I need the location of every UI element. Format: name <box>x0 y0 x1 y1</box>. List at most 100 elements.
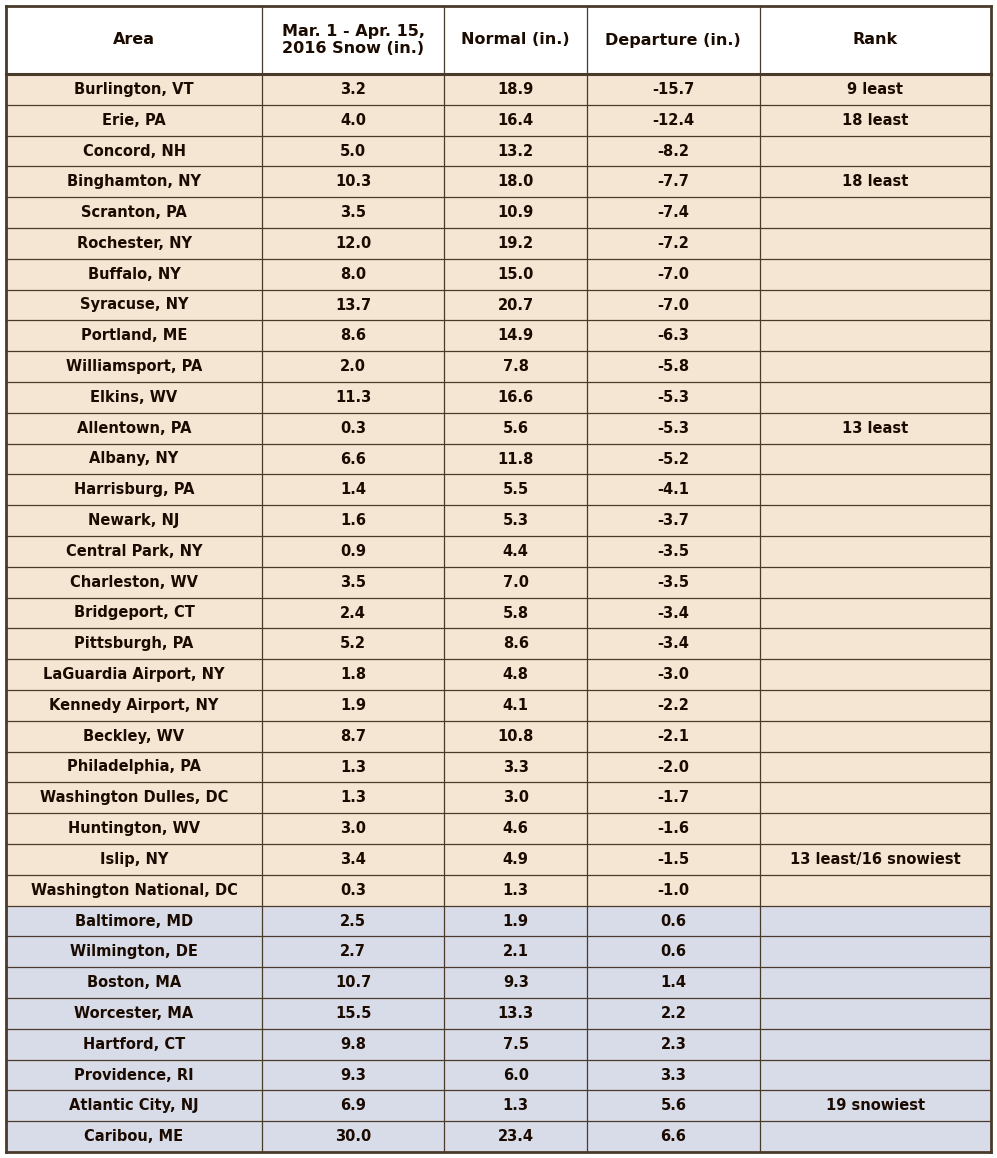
Text: 5.3: 5.3 <box>502 513 528 528</box>
Text: 10.3: 10.3 <box>335 175 371 189</box>
Text: 2.4: 2.4 <box>340 606 366 621</box>
Text: -15.7: -15.7 <box>652 82 695 97</box>
Text: 10.8: 10.8 <box>498 728 534 743</box>
Text: Rochester, NY: Rochester, NY <box>77 236 191 251</box>
Text: -1.5: -1.5 <box>657 852 689 867</box>
Text: 3.3: 3.3 <box>502 760 528 775</box>
Text: 11.8: 11.8 <box>498 452 534 467</box>
Bar <box>6 1060 991 1091</box>
Text: 10.7: 10.7 <box>335 975 371 990</box>
Text: Boston, MA: Boston, MA <box>87 975 181 990</box>
Text: Allentown, PA: Allentown, PA <box>77 420 191 435</box>
Text: Kennedy Airport, NY: Kennedy Airport, NY <box>50 698 218 713</box>
Bar <box>6 844 991 874</box>
Text: -7.0: -7.0 <box>657 298 689 313</box>
Text: 0.3: 0.3 <box>340 882 366 897</box>
Text: 14.9: 14.9 <box>498 329 533 343</box>
Text: 2.1: 2.1 <box>502 944 528 959</box>
Text: 1.4: 1.4 <box>340 482 366 497</box>
Text: 12.0: 12.0 <box>335 236 371 251</box>
Text: -5.8: -5.8 <box>657 359 689 374</box>
Text: -3.4: -3.4 <box>657 636 689 651</box>
Text: Williamsport, PA: Williamsport, PA <box>66 359 202 374</box>
Text: 0.6: 0.6 <box>660 944 686 959</box>
Text: 1.3: 1.3 <box>502 1098 528 1113</box>
Text: Area: Area <box>113 32 156 47</box>
Text: 13.3: 13.3 <box>498 1006 533 1021</box>
Text: Beckley, WV: Beckley, WV <box>84 728 184 743</box>
Bar <box>6 321 991 351</box>
Text: Departure (in.): Departure (in.) <box>605 32 741 47</box>
Text: -4.1: -4.1 <box>657 482 689 497</box>
Text: -8.2: -8.2 <box>657 144 689 159</box>
Text: 3.3: 3.3 <box>660 1068 686 1083</box>
Bar <box>6 412 991 444</box>
Text: -6.3: -6.3 <box>657 329 689 343</box>
Text: 1.4: 1.4 <box>660 975 686 990</box>
Text: 16.4: 16.4 <box>498 112 533 127</box>
Bar <box>6 598 991 629</box>
Bar <box>6 720 991 752</box>
Text: Scranton, PA: Scranton, PA <box>81 205 187 220</box>
Text: 18 least: 18 least <box>842 175 908 189</box>
Text: 8.6: 8.6 <box>502 636 528 651</box>
Text: 5.5: 5.5 <box>502 482 528 497</box>
Text: 4.6: 4.6 <box>502 821 528 836</box>
Text: Baltimore, MD: Baltimore, MD <box>75 914 193 929</box>
Text: 4.4: 4.4 <box>502 544 528 559</box>
Text: 0.3: 0.3 <box>340 420 366 435</box>
Bar <box>6 752 991 783</box>
Text: 3.5: 3.5 <box>340 574 366 589</box>
Text: 9 least: 9 least <box>847 82 903 97</box>
Text: 8.7: 8.7 <box>340 728 366 743</box>
Text: Philadelphia, PA: Philadelphia, PA <box>67 760 201 775</box>
Text: 5.8: 5.8 <box>502 606 528 621</box>
Text: 2.2: 2.2 <box>660 1006 686 1021</box>
Text: 2.5: 2.5 <box>340 914 366 929</box>
Text: 3.2: 3.2 <box>340 82 366 97</box>
Text: Islip, NY: Islip, NY <box>100 852 168 867</box>
Text: 3.0: 3.0 <box>340 821 366 836</box>
Bar <box>6 1028 991 1060</box>
Text: -2.2: -2.2 <box>657 698 689 713</box>
Bar <box>6 167 991 197</box>
Text: 3.4: 3.4 <box>340 852 366 867</box>
Text: Washington National, DC: Washington National, DC <box>31 882 237 897</box>
Text: -5.3: -5.3 <box>657 390 689 405</box>
Text: Elkins, WV: Elkins, WV <box>91 390 177 405</box>
Bar <box>6 444 991 475</box>
Bar <box>6 998 991 1028</box>
Text: 18.0: 18.0 <box>498 175 534 189</box>
Bar <box>6 74 991 105</box>
Bar <box>6 197 991 228</box>
Text: Worcester, MA: Worcester, MA <box>75 1006 193 1021</box>
Text: 3.0: 3.0 <box>502 790 528 805</box>
Text: 1.9: 1.9 <box>502 914 528 929</box>
Text: 11.3: 11.3 <box>335 390 371 405</box>
Bar <box>6 937 991 967</box>
Text: -2.0: -2.0 <box>657 760 689 775</box>
Bar <box>6 228 991 258</box>
Text: 5.0: 5.0 <box>340 144 366 159</box>
Text: Pittsburgh, PA: Pittsburgh, PA <box>75 636 193 651</box>
Text: -7.7: -7.7 <box>657 175 689 189</box>
Text: 4.9: 4.9 <box>502 852 528 867</box>
Text: 2.0: 2.0 <box>340 359 366 374</box>
Bar <box>6 1091 991 1121</box>
Bar <box>6 105 991 135</box>
Text: -3.5: -3.5 <box>657 544 689 559</box>
Text: -5.2: -5.2 <box>657 452 689 467</box>
Bar <box>6 659 991 690</box>
Text: 23.4: 23.4 <box>498 1129 533 1144</box>
Text: 1.3: 1.3 <box>340 790 366 805</box>
Text: 9.8: 9.8 <box>340 1036 366 1051</box>
Text: 6.6: 6.6 <box>340 452 366 467</box>
Text: Washington Dulles, DC: Washington Dulles, DC <box>40 790 228 805</box>
Text: 4.1: 4.1 <box>502 698 528 713</box>
Text: 2.3: 2.3 <box>660 1036 686 1051</box>
Text: -1.0: -1.0 <box>657 882 689 897</box>
Text: 6.6: 6.6 <box>660 1129 686 1144</box>
Text: 4.8: 4.8 <box>502 667 528 682</box>
Text: Caribou, ME: Caribou, ME <box>85 1129 183 1144</box>
Text: 2.7: 2.7 <box>340 944 366 959</box>
